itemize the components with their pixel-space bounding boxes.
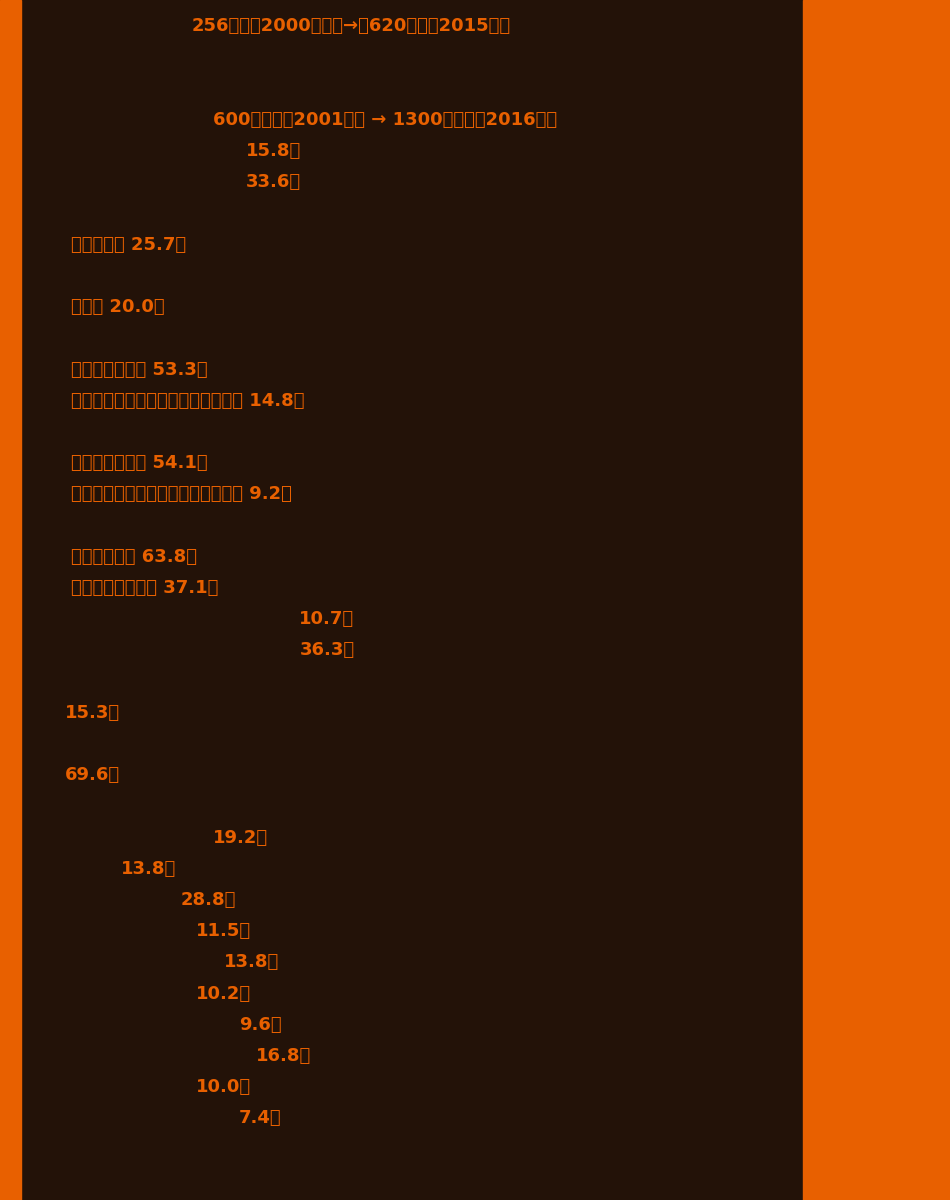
Text: 2位　診察の時に待たされる 16.4％: 2位 診察の時に待たされる 16.4％ [236,890,449,910]
Text: 256万人（2000年）　→　620万人（2015年）: 256万人（2000年） → 620万人（2015年） [192,17,511,35]
Text: 10.7％: 10.7％ [299,610,354,629]
Text: 15.8％: 15.8％ [246,142,301,160]
Text: 2位　貿用が高い: 2位 貿用が高い [27,859,121,877]
Text: 3位: 3位 [27,485,71,503]
Text: 28.8％: 28.8％ [180,890,236,910]
Text: ● 65歳以上の者のいる世帯数の増加: ● 65歳以上の者のいる世帯数の増加 [27,49,224,67]
Text: 認知症 20.0％: 認知症 20.0％ [71,298,165,316]
Text: 33.6％: 33.6％ [246,174,301,191]
Text: 2位　高齢による衰弱 15.1％　3位　骨折・転倒 14.9％: 2位 高齢による衰弱 15.1％ 3位 骨折・転倒 14.9％ [165,298,506,316]
Text: 2位　コレステロールを下げる薬 17.4％: 2位 コレステロールを下げる薬 17.4％ [208,360,443,379]
Text: ● 高齢者で1ヵ月当たりの平均収入額が10万円以下の割合: ● 高齢者で1ヵ月当たりの平均収入額が10万円以下の割合 [27,672,333,690]
Bar [0,0,21,1200]
Text: 2位　コレステロールを下げる薬 31.4％: 2位 コレステロールを下げる薬 31.4％ [208,454,443,472]
Text: 1636万世帯（2001年）　→　2416万世帯（2016年）: 1636万世帯（2001年） → 2416万世帯（2016年） [27,80,403,98]
Text: 9.6％: 9.6％ [238,1015,281,1033]
Text: 1位: 1位 [27,454,71,472]
Text: 19.2％: 19.2％ [213,828,268,847]
Text: 15.3％: 15.3％ [66,703,121,721]
Text: ● 配偶者（パートナー）と同居している高齢者の割合: ● 配偶者（パートナー）と同居している高齢者の割合 [27,734,295,754]
Text: ● 70歳以上の男性の使用割合が高い薬: ● 70歳以上の男性の使用割合が高い薬 [27,330,235,348]
Bar [803,0,950,1200]
Text: ● 70歳以上の女性の使用割合が高い薬: ● 70歳以上の女性の使用割合が高い薬 [27,422,235,440]
Text: スウェーデン 1位　診察の時に待たされる: スウェーデン 1位 診察の時に待たされる [27,1046,256,1066]
Text: 69.6％: 69.6％ [66,767,121,785]
Text: アメリカ 46.6％　ドイツ 50.2％　スウェーデン 51.1％: アメリカ 46.6％ ドイツ 50.2％ スウェーデン 51.1％ [121,767,476,785]
Text: 36.3％: 36.3％ [299,641,354,660]
Text: ● 高齢者世帯で男性のみの単独世帯……: ● 高齢者世帯で男性のみの単独世帯…… [27,142,246,160]
Text: 16.8％: 16.8％ [256,1046,311,1066]
Text: 3位の女性で介護が必要になった主な原因: 3位の女性で介護が必要になった主な原因 [27,266,243,284]
Text: 13.8％: 13.8％ [223,953,279,971]
Text: ● 要介護認定者数の増加……: ● 要介護認定者数の増加…… [27,17,192,35]
Text: 自分の時間がない 37.1％: 自分の時間がない 37.1％ [71,578,219,596]
Text: ● 男性で配偶者に介護されたいと回答した割合……: ● 男性で配偶者に介護されたいと回答した割合…… [27,641,299,660]
Text: ● 高齢者のみの世帯数の増加……: ● 高齢者のみの世帯数の増加…… [27,110,214,128]
Text: 7.4％: 7.4％ [238,1109,281,1127]
Text: ● 女性で配偶者に介護されたいと回答した割合……: ● 女性で配偶者に介護されたいと回答した割合…… [27,610,299,629]
Text: 日本: 日本 [27,703,66,721]
Text: 3位　医師、看護師などの説明が足りない: 3位 医師、看護師などの説明が足りない [27,1015,238,1033]
Text: 脳血管疾患 25.7％: 脳血管疾患 25.7％ [71,235,186,253]
Text: 10.0％: 10.0％ [196,1079,251,1097]
Text: 血圧を下げる薬 54.1％: 血圧を下げる薬 54.1％ [71,454,208,472]
Text: 血圧を下げる薬 53.3％: 血圧を下げる薬 53.3％ [71,360,208,379]
Text: 1位: 1位 [27,235,71,253]
Text: 1位: 1位 [27,298,71,316]
Text: アメリカ 1位　貿用が高い: アメリカ 1位 貿用が高い [27,890,180,910]
Text: ● 高齢者世帯で女性のみの単独世帯……: ● 高齢者世帯で女性のみの単独世帯…… [27,174,246,191]
Text: ● 介護をしていた（る）時に大変だったこと: ● 介護をしていた（る）時に大変だったこと [27,516,253,534]
Text: 精神的な負担 63.8％: 精神的な負担 63.8％ [71,547,198,565]
Text: 3位: 3位 [27,578,71,596]
Text: 2位　体力的な負担 39.4％: 2位 体力的な負担 39.4％ [198,547,379,565]
Text: 1位: 1位 [27,547,71,565]
Text: 3位　施設が近くにない 6.0％: 3位 施設が近くにない 6.0％ [176,859,355,877]
Text: 2位　手術などの日を待たされる: 2位 手術などの日を待たされる [27,1079,196,1097]
Text: 日本 1位　診察の時に待たされる: 日本 1位 診察の時に待たされる [27,828,213,847]
Text: 3位: 3位 [27,391,71,410]
Text: アメリカ 10.3％　ドイツ 6.5％　スウェーデン 1.1％: アメリカ 10.3％ ドイツ 6.5％ スウェーデン 1.1％ [121,703,451,721]
Text: 1位: 1位 [27,360,71,379]
Text: 11.5％: 11.5％ [196,922,251,941]
Text: 2位　認知症 14.2％　3位　高齢による衰弱 9.9％: 2位 認知症 14.2％ 3位 高齢による衰弱 9.9％ [186,235,494,253]
Text: 3位　手術などの日を待たされる: 3位 手術などの日を待たされる [27,922,196,941]
Text: 10.2％: 10.2％ [196,984,251,1002]
Text: ドイツ 1位　診察の時に待たされる: ドイツ 1位 診察の時に待たされる [27,953,223,971]
Text: 13.8％: 13.8％ [121,859,176,877]
Text: 日本: 日本 [27,767,66,785]
Text: 2位　手術などの日を待たされる: 2位 手術などの日を待たされる [27,984,196,1002]
Text: ● 高齢者の医療サービスに対する不満点・問題点: ● 高齢者の医療サービスに対する不満点・問題点 [27,797,275,816]
Text: ● 男性で介護が必要になった主な原因: ● 男性で介護が必要になった主な原因 [27,204,220,223]
Text: インスリン注射又は血糖を下げる薬 9.2％: インスリン注射又は血糖を下げる薬 9.2％ [71,485,293,503]
Text: 600万世帯（2001年） → 1300万世帯（2016年）: 600万世帯（2001年） → 1300万世帯（2016年） [214,110,558,128]
Text: 3位　医師、看護師などの説明が足りない: 3位 医師、看護師などの説明が足りない [27,1109,238,1127]
Text: インスリン注射又は血糖を下げる薬 14.8％: インスリン注射又は血糖を下げる薬 14.8％ [71,391,305,410]
